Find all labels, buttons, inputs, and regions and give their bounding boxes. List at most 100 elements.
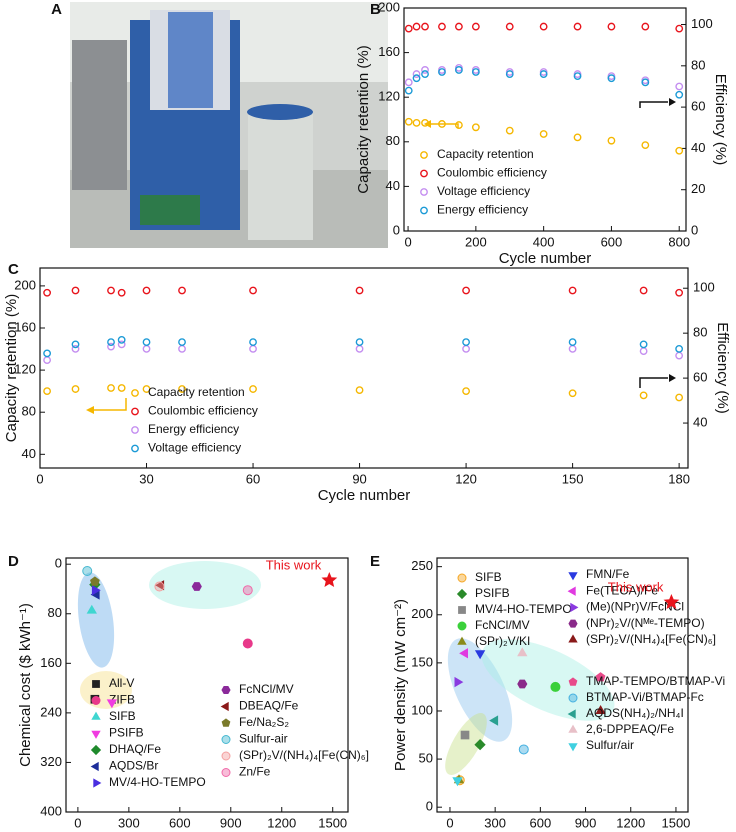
y-tick-label: 100 [411, 702, 433, 717]
y-tick-label: 160 [40, 655, 62, 670]
legend-label: 2,6-DPPEAQ/Fe [586, 722, 674, 736]
x-tick-label: 1200 [616, 815, 645, 830]
x-axis-title: Cycle number [161, 831, 254, 832]
photo-tank-lid [247, 104, 313, 120]
marker [641, 141, 650, 150]
y2-tick-label: 60 [693, 370, 707, 385]
legend-marker [91, 711, 101, 720]
marker [249, 344, 257, 353]
legend-label: (SPr)₂V/KI [475, 634, 530, 648]
x-tick-label: 400 [533, 234, 555, 249]
marker [517, 679, 528, 689]
marker [438, 22, 446, 31]
x-tick-label: 600 [530, 815, 552, 830]
legend-label: Zn/Fe [239, 765, 271, 779]
marker [455, 66, 463, 74]
marker [459, 648, 468, 659]
legend-label: All-V [109, 676, 134, 690]
x-tick-label: 600 [169, 815, 191, 830]
marker [178, 344, 186, 353]
arrow-head [669, 98, 676, 106]
legend-marker [90, 761, 99, 772]
legend-marker [457, 621, 467, 631]
marker [421, 66, 429, 74]
y-tick-label: 40 [22, 446, 36, 461]
legend-label: SIFB [475, 570, 502, 584]
marker [675, 351, 684, 360]
marker [639, 340, 648, 349]
marker [471, 22, 480, 31]
legend-marker [131, 407, 139, 416]
legend-marker [92, 680, 100, 688]
x-tick-label: 300 [484, 815, 506, 830]
marker [249, 338, 257, 347]
y-tick-label: 120 [14, 362, 36, 377]
highlight-ellipse [481, 639, 615, 721]
marker [142, 338, 151, 347]
y2-tick-label: 20 [691, 181, 705, 196]
plot-frame [39, 267, 689, 469]
arrow [94, 398, 127, 411]
marker [454, 676, 464, 688]
marker [474, 650, 486, 660]
panel-label: A [51, 1, 62, 18]
marker [412, 74, 421, 83]
marker [452, 777, 463, 787]
marker [568, 286, 577, 295]
marker [412, 118, 421, 127]
marker [71, 286, 80, 295]
highlight-ellipse [149, 561, 261, 609]
marker [242, 585, 253, 596]
legend-label: FcNCl/MV [475, 618, 530, 632]
x-tick-label: 300 [118, 815, 140, 830]
legend-label: FMN/Fe [586, 567, 630, 581]
legend-marker [420, 188, 428, 196]
marker [438, 68, 446, 76]
marker [639, 286, 648, 295]
legend-marker [221, 686, 231, 694]
x-tick-label: 600 [601, 234, 623, 249]
photo-pump [140, 195, 200, 225]
legend-marker [131, 389, 139, 397]
marker [191, 582, 202, 591]
y2-tick-label: 0 [691, 222, 698, 237]
legend-label: AQDS(NH₄)₂/NH₄I [586, 706, 684, 720]
marker [675, 393, 684, 402]
x-tick-label: 0 [36, 471, 43, 486]
plot-frame [65, 557, 349, 813]
marker [462, 338, 470, 347]
legend-marker [567, 709, 576, 719]
legend-marker [221, 735, 231, 744]
legend-label: DBEAQ/Fe [239, 699, 299, 713]
panel-label: C [8, 261, 19, 278]
marker [355, 338, 364, 347]
marker [178, 385, 186, 393]
marker [568, 338, 577, 347]
marker [355, 344, 364, 353]
marker [117, 384, 126, 392]
annotation: This work [608, 580, 664, 595]
y-axis-title: Capacity retention (%) [355, 45, 372, 193]
marker [595, 672, 606, 682]
legend-label: Voltage efficiency [148, 441, 241, 455]
x-axis-title: Cycle Number [515, 831, 610, 832]
marker [517, 647, 528, 657]
marker [117, 288, 126, 297]
marker [43, 387, 52, 396]
legend-label: Voltage efficiency [437, 184, 530, 198]
legend-marker [458, 606, 466, 614]
y2-tick-label: 100 [693, 280, 715, 295]
y-axis-title: Power density (mW cm⁻²) [392, 599, 409, 771]
marker [404, 24, 413, 33]
photo [70, 2, 388, 248]
marker [154, 581, 165, 592]
marker [462, 286, 470, 295]
legend-label: Coulombic efficiency [148, 404, 258, 418]
marker [421, 70, 429, 78]
legend-label: (NPr)₂V/(Nᴹᵉ-TEMPO) [586, 616, 705, 630]
legend-label: PSIFB [109, 726, 144, 740]
y2-tick-label: 80 [693, 325, 707, 340]
legend-label: Capacity retention [148, 385, 245, 399]
x-tick-label: 0 [74, 815, 81, 830]
plot-frame [436, 557, 689, 813]
